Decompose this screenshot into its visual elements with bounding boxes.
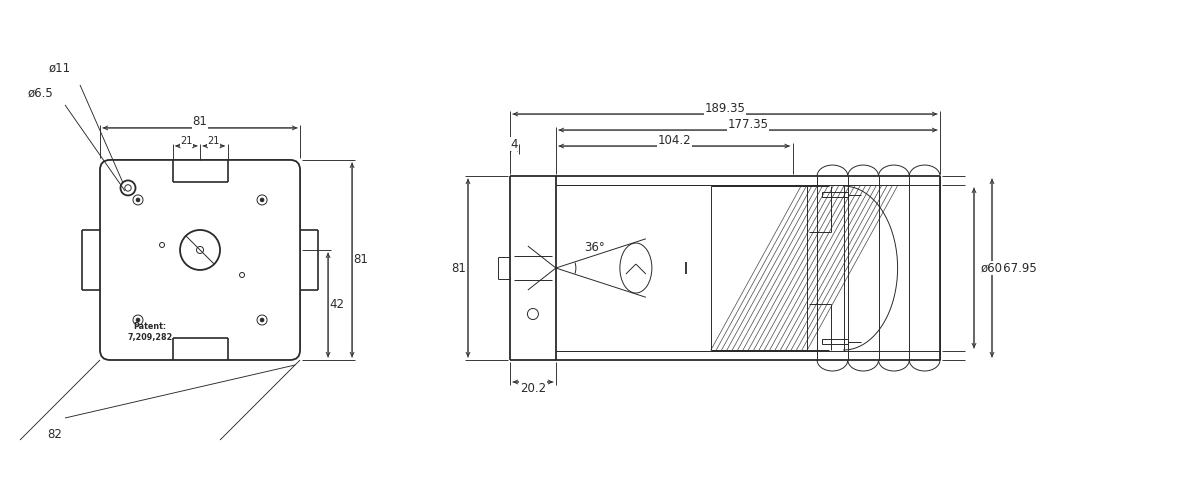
Bar xyxy=(822,339,848,344)
Text: 104.2: 104.2 xyxy=(658,134,691,146)
Circle shape xyxy=(260,198,264,202)
Bar xyxy=(822,192,848,197)
Circle shape xyxy=(137,198,140,202)
Text: ø60: ø60 xyxy=(982,262,1003,274)
Text: 42: 42 xyxy=(330,298,344,312)
Text: 20.2: 20.2 xyxy=(520,382,546,394)
Text: Patent:
7,209,282: Patent: 7,209,282 xyxy=(127,322,173,342)
Circle shape xyxy=(137,318,140,322)
Text: ø6.5: ø6.5 xyxy=(28,87,53,100)
Text: 21: 21 xyxy=(180,136,192,146)
Text: 4: 4 xyxy=(511,138,518,150)
Text: 81: 81 xyxy=(192,116,208,128)
Text: 81: 81 xyxy=(451,262,467,274)
Circle shape xyxy=(260,318,264,322)
Text: ø11: ø11 xyxy=(49,62,71,75)
Text: 36°: 36° xyxy=(584,241,605,254)
Text: 177.35: 177.35 xyxy=(727,118,768,130)
Text: 189.35: 189.35 xyxy=(704,102,745,114)
Text: ø67.95: ø67.95 xyxy=(997,262,1037,274)
Text: 21: 21 xyxy=(208,136,220,146)
Text: 81: 81 xyxy=(354,254,368,266)
Text: 82: 82 xyxy=(48,428,62,441)
